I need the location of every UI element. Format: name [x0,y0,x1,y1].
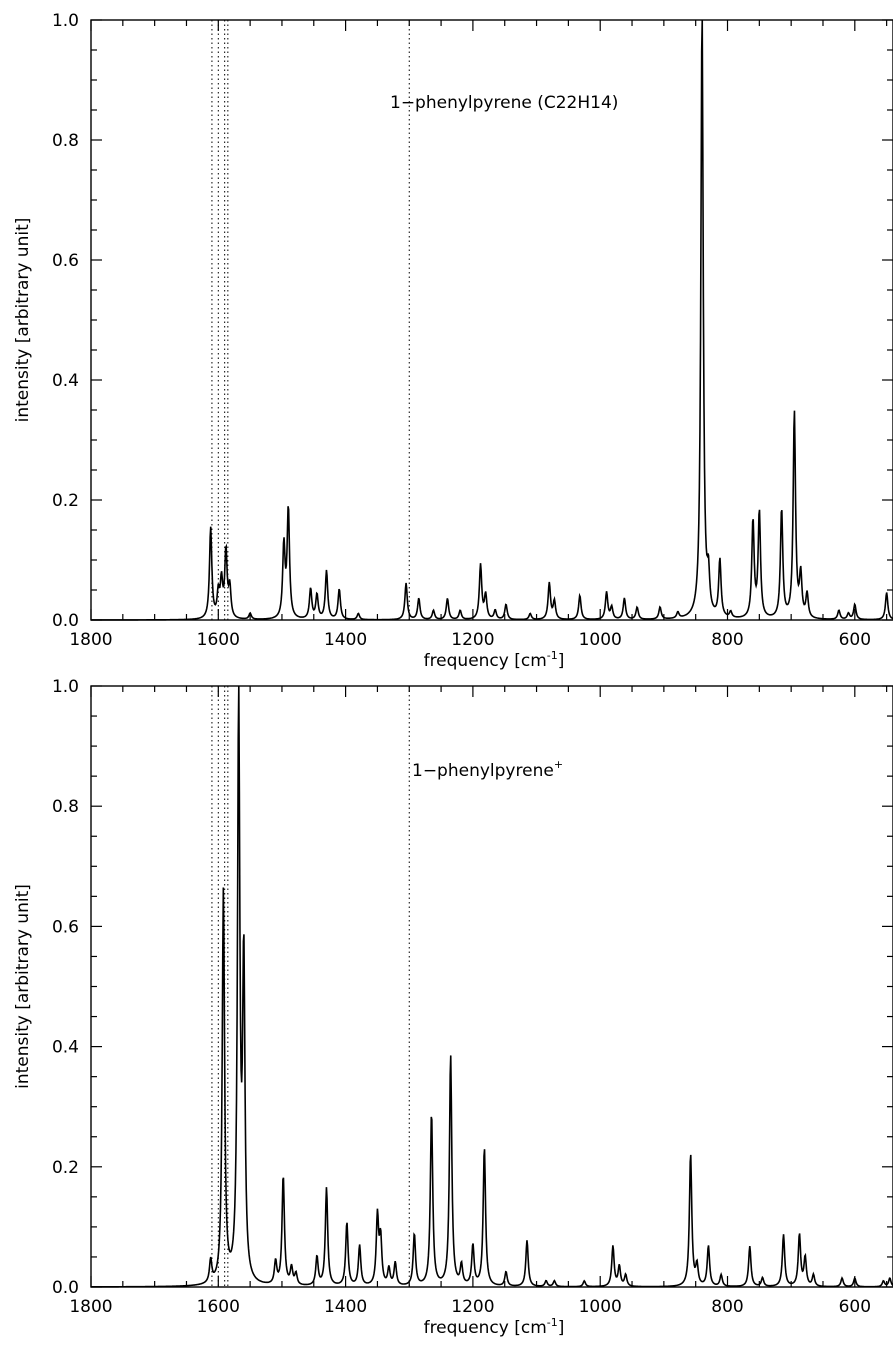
reference-lines [211,686,410,1287]
y-tick-label: 1.0 [52,677,79,697]
molecule-annotation: 1−phenylpyrene+ [412,758,563,781]
top-spectrum-panel: 1800 1600 1400 1200 1000 800 600 0.00.20.40.60… [13,11,893,671]
y-tick-label: 0.0 [52,1278,79,1298]
x-tick-label: 600 [839,630,871,650]
x-tick-label: 1200 [451,630,494,650]
x-axis-title: frequency [cm-1] [424,1316,565,1338]
x-tick-label: 600 [839,1297,871,1317]
y-tick-label: 0.2 [52,491,79,511]
y-tick-label: 1.0 [52,11,79,31]
bottom-spectrum-panel: 1800 1600 1400 1200 1000 800 600 0.00.20.40.60… [13,677,893,1338]
x-tick-label: 1000 [579,630,622,650]
axis-ticks [90,685,893,1288]
spectrum-line [91,19,893,621]
y-tick-label: 0.8 [52,797,79,817]
x-tick-label: 1400 [324,1297,367,1317]
y-tick-label: 0.4 [52,371,79,391]
x-tick-label: 1000 [579,1297,622,1317]
y-tick-labels: 0.0 0.2 0.4 0.6 0.8 1.0 [52,11,79,631]
y-tick-label: 0.2 [52,1158,79,1178]
x-tick-label: 1600 [197,1297,240,1317]
x-tick-label: 800 [711,630,743,650]
axis-ticks [90,19,893,621]
y-axis-title: intensity [arbitrary unit] [13,218,33,423]
x-tick-label: 1400 [324,630,367,650]
y-tick-label: 0.8 [52,131,79,151]
x-tick-labels: 1800 1600 1400 1200 1000 800 600 [69,1297,871,1317]
y-axis-title: intensity [arbitrary unit] [13,884,33,1089]
x-tick-labels: 1800 1600 1400 1200 1000 800 600 [69,630,871,650]
y-tick-label: 0.6 [52,917,79,937]
y-tick-label: 0.4 [52,1038,79,1058]
y-tick-label: 0.0 [52,611,79,631]
x-axis-title: frequency [cm-1] [424,649,565,671]
x-tick-label: 800 [711,1297,743,1317]
molecule-annotation: 1−phenylpyrene (C22H14) [390,93,618,113]
y-tick-labels: 0.0 0.2 0.4 0.6 0.8 1.0 [52,677,79,1298]
x-tick-label: 1600 [197,630,240,650]
x-tick-label: 1200 [451,1297,494,1317]
x-tick-label: 1800 [69,1297,112,1317]
reference-lines [211,20,410,620]
x-tick-label: 1800 [69,630,112,650]
y-tick-label: 0.6 [52,251,79,271]
